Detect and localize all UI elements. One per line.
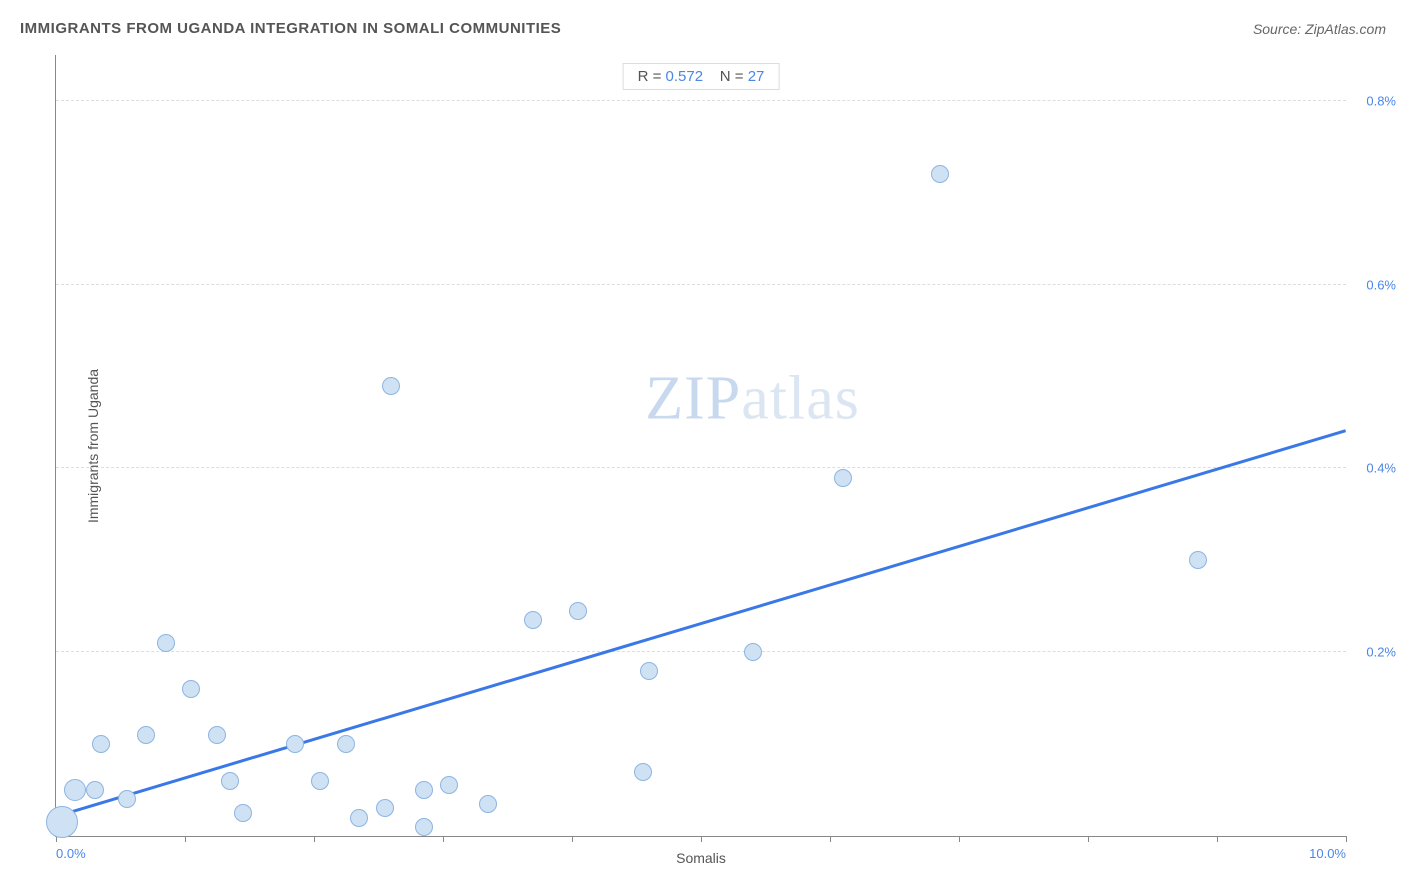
stats-box: R = 0.572 N = 27: [623, 63, 780, 90]
gridline: [56, 467, 1346, 468]
x-tick: [701, 836, 702, 842]
trend-line: [56, 429, 1347, 817]
data-point: [640, 662, 658, 680]
gridline: [56, 284, 1346, 285]
n-value: 27: [748, 68, 765, 85]
data-point: [311, 772, 329, 790]
data-point: [157, 634, 175, 652]
data-point: [118, 790, 136, 808]
x-axis-label: Somalis: [676, 850, 726, 866]
chart-title: IMMIGRANTS FROM UGANDA INTEGRATION IN SO…: [20, 20, 561, 37]
data-point: [376, 799, 394, 817]
data-point: [382, 377, 400, 395]
x-tick: [572, 836, 573, 842]
x-tick: [959, 836, 960, 842]
data-point: [286, 735, 304, 753]
x-tick: [830, 836, 831, 842]
gridline: [56, 651, 1346, 652]
data-point: [931, 165, 949, 183]
chart-header: IMMIGRANTS FROM UGANDA INTEGRATION IN SO…: [20, 20, 1386, 37]
n-label: N =: [720, 68, 744, 85]
data-point: [234, 804, 252, 822]
x-tick: [314, 836, 315, 842]
chart-source: Source: ZipAtlas.com: [1253, 21, 1386, 37]
data-point: [524, 611, 542, 629]
data-point: [221, 772, 239, 790]
gridline: [56, 100, 1346, 101]
data-point: [182, 680, 200, 698]
y-tick-label: 0.2%: [1366, 645, 1396, 660]
x-tick: [1217, 836, 1218, 842]
y-tick-label: 0.8%: [1366, 93, 1396, 108]
data-point: [479, 795, 497, 813]
data-point: [634, 763, 652, 781]
data-point: [1189, 551, 1207, 569]
x-tick: [1346, 836, 1347, 842]
y-axis-label: Immigrants from Uganda: [85, 368, 101, 522]
data-point: [569, 602, 587, 620]
data-point: [350, 809, 368, 827]
data-point: [744, 643, 762, 661]
data-point: [86, 781, 104, 799]
data-point: [415, 818, 433, 836]
r-label: R =: [638, 68, 662, 85]
data-point: [92, 735, 110, 753]
x-tick: [443, 836, 444, 842]
data-point: [834, 469, 852, 487]
x-tick: [1088, 836, 1089, 842]
data-point: [415, 781, 433, 799]
data-point: [440, 776, 458, 794]
x-tick-label: 10.0%: [1309, 846, 1346, 861]
watermark-atlas: atlas: [741, 364, 860, 432]
y-tick-label: 0.4%: [1366, 461, 1396, 476]
data-point: [46, 806, 78, 838]
watermark-zip: ZIP: [645, 364, 741, 432]
y-tick-label: 0.6%: [1366, 277, 1396, 292]
x-tick-label: 0.0%: [56, 846, 86, 861]
watermark: ZIPatlas: [645, 363, 860, 434]
data-point: [337, 735, 355, 753]
data-point: [64, 779, 86, 801]
r-value: 0.572: [666, 68, 704, 85]
scatter-chart: ZIPatlas Immigrants from Uganda Somalis …: [55, 55, 1346, 837]
data-point: [208, 726, 226, 744]
x-tick: [185, 836, 186, 842]
data-point: [137, 726, 155, 744]
